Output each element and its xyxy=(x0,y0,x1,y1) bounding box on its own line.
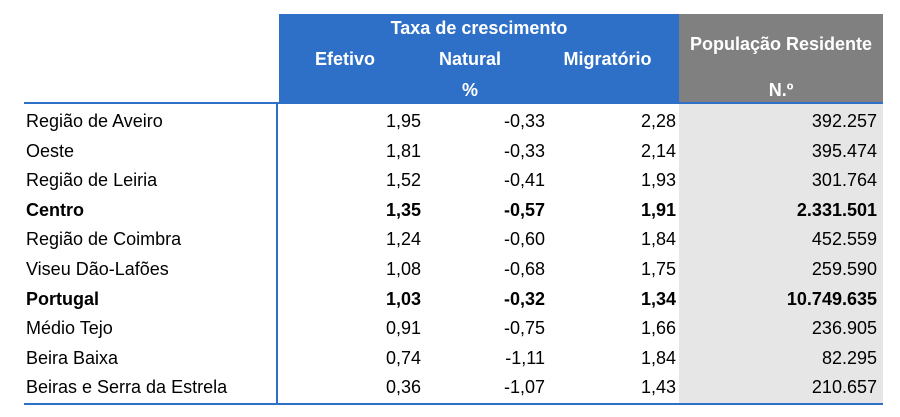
row-name: Viseu Dão-Lafões xyxy=(26,259,169,279)
row-efetivo: 0,74 xyxy=(385,347,421,368)
row-natural: -0,33 xyxy=(503,111,545,131)
row-populacao: 301.764 xyxy=(811,170,877,191)
row-efetivo: 1,03 xyxy=(385,288,421,309)
row-name: Oeste xyxy=(26,140,75,161)
header-col-populacao: População Residente xyxy=(689,34,873,54)
row-name: Médio Tejo xyxy=(26,318,113,339)
row-migratorio: 2,14 xyxy=(640,140,676,161)
table-row: Beiras e Serra da Estrela 0,36 -1,07 1,43 21… xyxy=(24,373,883,403)
table-bottom-rule xyxy=(24,403,883,405)
row-populacao: 236.905 xyxy=(811,318,877,339)
row-natural: -0,41 xyxy=(503,170,545,191)
row-natural: -1,11 xyxy=(505,347,545,368)
table-row: Viseu Dão-Lafões 1,08 -0,68 1,75 259.590 xyxy=(24,255,883,285)
row-efetivo: 1,08 xyxy=(385,259,421,279)
row-migratorio: 1,84 xyxy=(640,229,676,250)
row-migratorio: 1,43 xyxy=(640,377,676,398)
row-populacao: 395.474 xyxy=(811,140,877,161)
row-efetivo: 1,24 xyxy=(385,229,421,250)
row-natural: -0,57 xyxy=(503,199,545,220)
population-column-shading xyxy=(679,104,883,403)
row-populacao: 392.257 xyxy=(811,111,877,131)
row-natural: -0,32 xyxy=(503,288,545,309)
name-column-rule xyxy=(276,102,278,404)
row-populacao: 452.559 xyxy=(811,229,877,250)
row-populacao: 259.590 xyxy=(811,259,877,279)
table-row: Beira Baixa 0,74 -1,11 1,84 82.295 xyxy=(24,344,883,374)
row-natural: -0,75 xyxy=(503,318,545,339)
row-natural: -0,68 xyxy=(503,259,545,279)
table-row: Médio Tejo 0,91 -0,75 1,66 236.905 xyxy=(24,314,883,344)
row-migratorio: 1,84 xyxy=(640,347,676,368)
table-row: Região de Coimbra 1,24 -0,60 1,84 452.559 xyxy=(24,225,883,255)
row-migratorio: 2,28 xyxy=(640,111,676,131)
row-populacao: 210.657 xyxy=(811,377,877,398)
row-efetivo: 1,81 xyxy=(385,140,421,161)
row-natural: -1,07 xyxy=(503,377,545,398)
header-group-title: Taxa de crescimento xyxy=(390,18,568,38)
header-population-block xyxy=(679,14,883,102)
header-col-natural: Natural xyxy=(438,49,501,69)
row-efetivo: 1,35 xyxy=(385,199,421,220)
row-efetivo: 1,95 xyxy=(385,111,421,131)
table-row: Região de Leiria 1,52 -0,41 1,93 301.764 xyxy=(24,166,883,196)
row-natural: -0,60 xyxy=(503,229,545,250)
row-populacao: 2.331.501 xyxy=(796,199,877,220)
table-row: Oeste 1,81 -0,33 2,14 395.474 xyxy=(24,137,883,167)
row-name: Centro xyxy=(26,199,84,220)
row-migratorio: 1,34 xyxy=(640,288,676,309)
row-populacao: 10.749.635 xyxy=(786,288,877,309)
header-col-migratorio: Migratório xyxy=(563,49,652,69)
row-efetivo: 0,36 xyxy=(385,377,421,398)
row-populacao: 82.295 xyxy=(821,347,877,368)
header-growth-block xyxy=(279,14,679,102)
row-name: Região de Coimbra xyxy=(26,229,182,250)
row-name: Beiras e Serra da Estrela xyxy=(26,377,228,398)
row-efetivo: 1,52 xyxy=(385,170,421,191)
row-migratorio: 1,93 xyxy=(640,170,676,191)
row-name: Região de Leiria xyxy=(26,170,158,191)
header-unit-numero: N.º xyxy=(768,80,794,100)
header-unit-percent: % xyxy=(461,80,478,100)
header-bottom-rule xyxy=(24,102,883,104)
row-migratorio: 1,66 xyxy=(640,318,676,339)
row-migratorio: 1,91 xyxy=(640,199,676,220)
header-col-efetivo: Efetivo xyxy=(314,49,375,69)
row-name: Portugal xyxy=(26,288,100,309)
row-migratorio: 1,75 xyxy=(640,259,676,279)
row-efetivo: 0,91 xyxy=(385,318,421,339)
table-row: Centro 1,35 -0,57 1,91 2.331.501 xyxy=(24,196,883,226)
row-natural: -0,33 xyxy=(503,140,545,161)
table-row: Portugal 1,03 -0,32 1,34 10.749.635 xyxy=(24,285,883,315)
row-name: Região de Aveiro xyxy=(26,111,163,131)
row-name: Beira Baixa xyxy=(26,347,119,368)
table-row: Região de Aveiro 1,95 -0,33 2,28 392.257 xyxy=(24,107,883,137)
